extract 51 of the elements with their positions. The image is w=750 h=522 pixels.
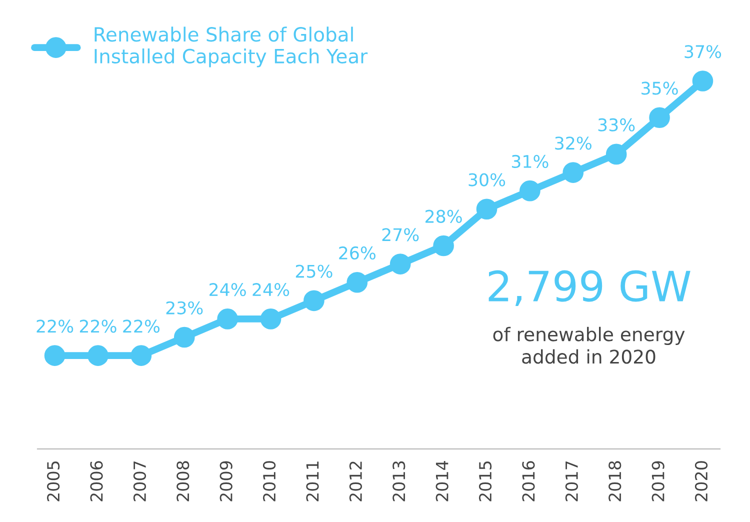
point: [346, 272, 368, 293]
point: [304, 290, 324, 312]
point: [88, 345, 108, 366]
point: [217, 308, 238, 330]
x-tick-label: 2016: [522, 461, 535, 502]
data-label: 22%: [80, 320, 116, 333]
data-label: 26%: [339, 246, 376, 260]
data-label: 28%: [426, 210, 462, 223]
x-tick-label: 2012: [349, 462, 362, 502]
x-tick-label: 2014: [436, 460, 448, 502]
x-tick-label: 2009: [220, 461, 232, 502]
x-tick-label: 2019: [652, 461, 664, 502]
x-tick-label: 2010: [262, 461, 276, 502]
point: [260, 308, 282, 330]
data-label: 35%: [642, 82, 678, 95]
x-tick-label: 2018: [608, 461, 622, 502]
data-label: 23%: [166, 301, 203, 314]
x-tick-label: 2020: [694, 461, 708, 502]
point: [649, 107, 670, 128]
x-tick-label: 2008: [176, 461, 190, 502]
x-tick-label: 2017: [565, 461, 578, 502]
data-label: 22%: [36, 320, 74, 333]
x-tick-label: 2006: [90, 461, 103, 502]
x-tick-label: 2015: [478, 461, 492, 502]
data-label: 33%: [598, 118, 635, 132]
point: [520, 180, 540, 202]
point: [476, 198, 498, 220]
point: [562, 162, 584, 183]
data-label: 25%: [296, 264, 332, 278]
point: [174, 326, 195, 348]
point: [433, 235, 454, 256]
point: [606, 144, 627, 165]
annotation: of renewable energy added in 2020: [493, 326, 685, 364]
x-tick-label: 2011: [306, 462, 319, 502]
data-label: 24%: [252, 283, 290, 296]
annotation: 2,799 GW: [488, 270, 690, 306]
data-label: 24%: [210, 283, 246, 296]
data-label: 27%: [382, 228, 419, 242]
data-label: 31%: [512, 154, 548, 168]
data-label: 30%: [468, 173, 506, 186]
point: [390, 254, 411, 274]
data-label: 32%: [555, 136, 592, 150]
data-label: 37%: [684, 45, 722, 58]
x-tick-label: 2013: [392, 461, 406, 502]
x-tick-label: 2007: [133, 461, 146, 502]
point: [130, 345, 152, 366]
data-label: 22%: [123, 320, 160, 333]
point: [692, 70, 714, 92]
x-tick-label: 2005: [47, 461, 60, 502]
legend-label: Renewable Share of Global Installed Capacity Each Year: [94, 26, 368, 68]
point: [44, 345, 66, 366]
